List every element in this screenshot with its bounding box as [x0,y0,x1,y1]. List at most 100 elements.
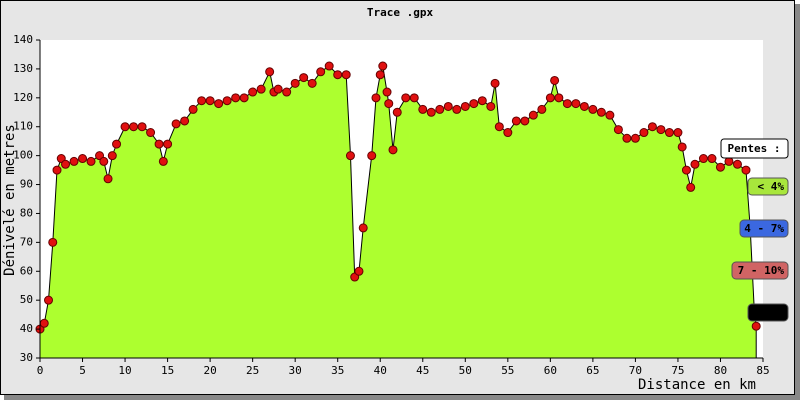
elevation-point [146,128,156,138]
elevation-point [107,151,117,161]
elevation-point [382,87,392,97]
elevation-point [630,133,640,143]
elevation-point [48,237,58,247]
x-tick-label: 50 [459,364,472,377]
elevation-point [715,162,725,172]
elevation-point [354,266,364,276]
elevation-point [673,128,683,138]
y-tick-label: 140 [13,33,33,46]
elevation-point [503,128,513,138]
y-tick-label: 50 [20,293,33,306]
elevation-point [345,151,355,161]
shadow [795,4,800,400]
x-tick-label: 75 [671,364,684,377]
legend-swatch [731,261,789,280]
elevation-point [664,128,674,138]
elevation-point [299,73,309,83]
y-tick-label: 100 [13,149,33,162]
elevation-point [256,84,266,94]
elevation-point [112,139,122,149]
elevation-point [52,165,62,175]
elevation-point [78,154,88,164]
x-tick-label: 55 [501,364,514,377]
legend-swatch [739,219,789,238]
elevation-point [171,119,181,129]
elevation-point [528,110,538,120]
elevation-point [384,99,394,109]
x-tick-label: 40 [374,364,387,377]
elevation-point [751,321,761,331]
elevation-point [39,318,49,328]
x-tick-label: 60 [544,364,557,377]
elevation-point [613,125,623,135]
x-tick-label: 35 [331,364,344,377]
x-tick-label: 15 [161,364,174,377]
elevation-point [358,223,368,233]
legend-label: 7 - 10% [738,264,785,277]
elevation-point [188,104,198,114]
elevation-point [562,99,572,109]
elevation-point [588,104,598,114]
elevation-point [550,75,560,85]
x-tick-label: 85 [756,364,769,377]
elevation-point [426,107,436,117]
elevation-point [698,154,708,164]
elevation-point [197,96,207,106]
elevation-point [205,96,215,106]
elevation-point [265,67,275,77]
x-axis-label: Distance en km [638,377,756,393]
elevation-point [639,128,649,138]
legend-label: < 4% [758,180,785,193]
elevation-point [741,165,751,175]
elevation-point [231,93,241,103]
y-tick-label: 90 [20,178,33,191]
elevation-point [477,96,487,106]
x-tick-label: 20 [203,364,216,377]
x-tick-label: 65 [586,364,599,377]
y-tick-label: 40 [20,322,33,335]
elevation-point [69,156,79,166]
elevation-point [537,104,547,114]
elevation-point [180,116,190,126]
elevation-point [307,78,317,88]
elevation-point [469,99,479,109]
elevation-point [341,70,351,80]
elevation-point [435,104,445,114]
elevation-point [732,159,742,169]
elevation-point [452,104,462,114]
elevation-point [120,122,130,132]
elevation-point [137,122,147,132]
y-tick-label: 80 [20,206,33,219]
elevation-point [545,93,555,103]
elevation-point [103,174,113,184]
elevation-point [214,99,224,109]
shadow [4,395,800,400]
chart-title: Trace .gpx [367,6,434,19]
x-tick-label: 0 [37,364,44,377]
elevation-point [490,78,500,88]
elevation-point [596,107,606,117]
elevation-point [486,101,496,111]
elevation-point [239,93,249,103]
elevation-point [222,96,232,106]
elevation-point [707,154,717,164]
elevation-point [443,101,453,111]
elevation-point [158,156,168,166]
elevation-point [163,139,173,149]
x-tick-label: 45 [416,364,429,377]
elevation-point [388,145,398,155]
elevation-point [579,101,589,111]
elevation-point [554,93,564,103]
elevation-point [333,70,343,80]
elevation-point [622,133,632,143]
legend-swatch [747,303,789,322]
elevation-point [494,122,504,132]
legend-swatch [747,177,789,196]
elevation-point [511,116,521,126]
elevation-point [677,142,687,152]
elevation-point [61,159,71,169]
elevation-point [375,70,385,80]
elevation-point [681,165,691,175]
